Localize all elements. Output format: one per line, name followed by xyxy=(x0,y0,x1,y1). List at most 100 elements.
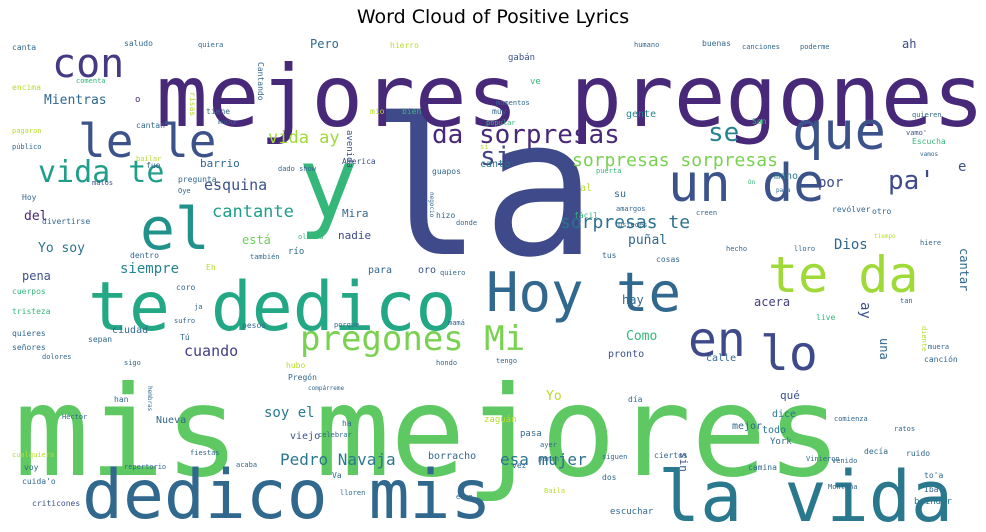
word-4: la vida xyxy=(658,456,954,526)
word-145: señores xyxy=(12,343,46,352)
word-31: siempre xyxy=(120,261,180,277)
word-95: bailar xyxy=(136,155,162,163)
word-84: bien xyxy=(402,107,422,116)
word-85: muy xyxy=(492,107,507,116)
word-100: fue xyxy=(146,161,161,170)
word-128: Eh xyxy=(206,263,216,272)
word-188: vez xyxy=(512,461,527,470)
word-113: revólver xyxy=(832,205,871,214)
word-137: pesos xyxy=(242,321,267,330)
word-46: Yo xyxy=(546,389,562,404)
word-17: vida te xyxy=(38,155,165,190)
word-136: sufro xyxy=(174,317,196,325)
word-143: sepan xyxy=(88,335,113,344)
word-24: vida ay xyxy=(268,128,340,148)
word-23: sorpresas te xyxy=(560,212,691,233)
word-50: mano xyxy=(774,171,799,182)
word-166: fiestas xyxy=(190,449,220,457)
word-58: borracho xyxy=(428,451,477,462)
word-177: ruido xyxy=(906,449,931,458)
word-151: hondo xyxy=(436,359,458,367)
word-1: la xyxy=(368,78,597,299)
word-40: está xyxy=(242,233,271,247)
word-77: poderme xyxy=(800,43,830,51)
word-80: gabán xyxy=(508,53,536,63)
word-76: canciones xyxy=(742,43,780,51)
word-157: ha xyxy=(342,419,352,428)
word-178: to'a xyxy=(924,471,944,480)
word-10: le le xyxy=(78,114,217,168)
word-167: repertorio xyxy=(124,463,167,471)
word-72: quiera xyxy=(198,41,224,49)
word-170: siguen xyxy=(602,453,628,461)
word-61: ciudad xyxy=(112,325,149,336)
word-193: risas xyxy=(188,92,197,117)
word-158: celebrar xyxy=(318,431,352,439)
word-150: sigo xyxy=(124,359,141,367)
word-42: Mira xyxy=(342,207,369,220)
word-172: York xyxy=(770,437,792,447)
word-190: o xyxy=(135,95,141,105)
word-49: canto xyxy=(480,159,511,170)
word-62: cantar xyxy=(957,248,971,292)
word-110: amargos xyxy=(616,205,646,213)
word-112: creen xyxy=(696,209,718,217)
word-52: qué xyxy=(780,389,800,402)
word-53: dice xyxy=(772,409,797,420)
word-51: gente xyxy=(626,109,657,120)
word-94: público xyxy=(12,143,42,151)
word-141: tan xyxy=(900,297,913,305)
word-171: ciertos xyxy=(654,451,688,460)
word-81: ve xyxy=(530,77,541,87)
word-198: mucha xyxy=(218,119,237,126)
word-182: lloren xyxy=(340,489,366,497)
word-186: Montaña xyxy=(828,483,858,491)
word-122: hiere xyxy=(920,239,942,247)
word-97: guapos xyxy=(432,167,461,176)
word-103: Oye xyxy=(178,187,191,195)
word-27: Pedro Navaja xyxy=(280,450,396,469)
word-134: tristeza xyxy=(12,307,51,316)
word-57: viejo xyxy=(290,431,321,442)
word-cloud: mis mejores la mejores pregones dedico mis l… xyxy=(8,34,978,526)
word-41: nadie xyxy=(338,229,372,242)
word-92: cantan xyxy=(136,121,165,130)
word-32: soy el xyxy=(264,405,315,421)
word-71: saludo xyxy=(124,39,153,48)
word-39: pena xyxy=(22,269,51,283)
word-16: con xyxy=(52,41,125,87)
word-88: quieren xyxy=(912,111,942,119)
word-86: popular xyxy=(486,119,516,127)
word-148: muera xyxy=(928,343,950,351)
word-129: para xyxy=(368,265,393,276)
word-90: Escucha xyxy=(912,137,946,146)
word-74: humano xyxy=(634,41,660,49)
word-13: en xyxy=(688,312,746,368)
word-121: lloro xyxy=(794,245,816,253)
word-60: pronto xyxy=(608,349,645,360)
word-116: donde xyxy=(456,219,478,227)
word-184: Baila xyxy=(544,487,566,495)
word-75: buenas xyxy=(702,39,731,48)
word-106: paga xyxy=(776,187,791,194)
word-132: cuerpos xyxy=(12,287,46,296)
word-168: acaba xyxy=(236,461,258,469)
word-142: quieres xyxy=(12,329,46,338)
word-161: ayer xyxy=(540,441,557,449)
word-14: lo xyxy=(760,326,818,382)
word-179: voy xyxy=(24,463,39,472)
word-191: e xyxy=(958,159,967,175)
word-102: malos xyxy=(92,179,114,187)
word-164: ratos xyxy=(894,425,916,433)
word-131: quiero xyxy=(440,269,466,277)
word-127: cosas xyxy=(656,255,681,264)
word-174: Vinieron xyxy=(806,455,840,463)
word-22: sorpresas sorpresas xyxy=(572,150,778,171)
word-30: cuando xyxy=(184,342,239,360)
word-63: una xyxy=(877,338,891,360)
word-43: Pero xyxy=(310,37,339,51)
word-169: paran xyxy=(538,455,560,463)
word-34: Como xyxy=(626,329,658,344)
word-6: y xyxy=(298,125,359,242)
